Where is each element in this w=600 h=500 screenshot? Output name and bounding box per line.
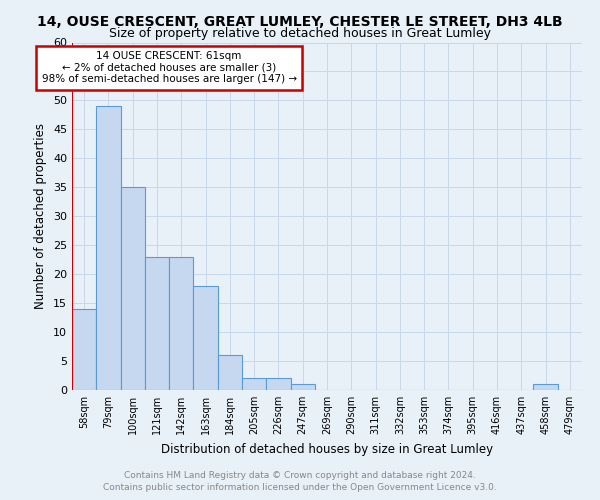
- Text: Contains HM Land Registry data © Crown copyright and database right 2024.
Contai: Contains HM Land Registry data © Crown c…: [103, 471, 497, 492]
- Bar: [218, 355, 242, 390]
- Bar: [193, 286, 218, 390]
- Bar: [533, 384, 558, 390]
- Text: 14, OUSE CRESCENT, GREAT LUMLEY, CHESTER LE STREET, DH3 4LB: 14, OUSE CRESCENT, GREAT LUMLEY, CHESTER…: [37, 15, 563, 29]
- Text: Size of property relative to detached houses in Great Lumley: Size of property relative to detached ho…: [109, 28, 491, 40]
- Bar: [169, 257, 193, 390]
- Bar: [266, 378, 290, 390]
- Bar: [242, 378, 266, 390]
- X-axis label: Distribution of detached houses by size in Great Lumley: Distribution of detached houses by size …: [161, 442, 493, 456]
- Text: 14 OUSE CRESCENT: 61sqm
← 2% of detached houses are smaller (3)
98% of semi-deta: 14 OUSE CRESCENT: 61sqm ← 2% of detached…: [41, 51, 297, 84]
- Bar: [72, 309, 96, 390]
- Bar: [145, 257, 169, 390]
- Bar: [96, 106, 121, 390]
- Bar: [290, 384, 315, 390]
- Y-axis label: Number of detached properties: Number of detached properties: [34, 123, 47, 309]
- Bar: [121, 188, 145, 390]
